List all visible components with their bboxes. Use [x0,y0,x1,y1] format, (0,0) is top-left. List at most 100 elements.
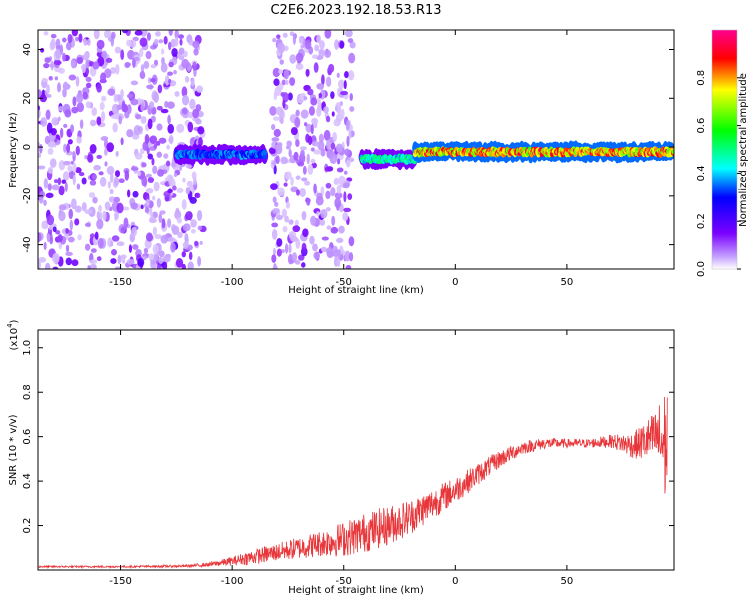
heatmap-cell [150,77,157,83]
heatmap-cell [58,185,65,196]
snr-x-label: Height of straight line (km) [288,585,424,596]
heatmap-cell [282,225,288,233]
svg-text:(x104): (x104) [6,319,20,350]
heatmap-cell [50,33,57,39]
heatmap-cell [290,235,299,242]
heatmap-cell [276,237,283,247]
heatmap-cell [101,111,106,122]
heatmap-cell [175,207,180,215]
heatmap-cell [329,153,338,165]
heatmap-cell [43,178,48,189]
heatmap-cell [278,69,284,75]
heatmap-cell [289,31,295,37]
heatmap-cell [132,244,139,250]
heatmap-cell [262,153,267,160]
heatmap-cell [345,30,353,38]
heatmap-cell [49,158,57,168]
heatmap-cell [336,249,341,260]
heatmap-cell [162,255,171,263]
heatmap-cell [301,262,306,268]
colorbar-tick-label: 0.2 [696,213,707,229]
heatmap-cell [328,63,335,73]
colorbar-frame [711,29,738,270]
colorbar-gradient [712,30,737,269]
heatmap-cell [300,44,305,49]
heatmap-cell [126,129,134,138]
heatmap-cell [318,49,325,59]
heatmap-cell [324,30,332,39]
heatmap-cell [64,109,72,118]
heatmap-cell [51,184,60,191]
heatmap-cell [40,47,45,53]
heatmap-cell [348,130,352,140]
heatmap-cell [307,164,314,176]
heatmap-cell [345,264,352,269]
heatmap-cell [318,92,323,99]
heatmap-cell [41,78,49,83]
heatmap-cell [76,56,83,64]
heatmap-cell [302,228,309,238]
heatmap-cell [339,40,345,49]
heatmap-cell [110,258,117,264]
heatmap-cell [269,106,277,116]
heatmap-cell [120,226,126,234]
colorbar: 0.0 0.2 0.4 0.6 0.8 Normalized spectral ampl… [696,29,749,277]
heatmap-cell [300,146,307,151]
y-tick-label: 0 [22,144,33,150]
heatmap-cell [102,210,107,221]
heatmap-cell [83,38,88,47]
heatmap-cell [116,241,125,247]
heatmap-cell [58,105,63,112]
heatmap-cell [182,94,190,106]
heatmap-cell [156,105,163,111]
heatmap-cell [316,211,321,217]
heatmap-cell [74,167,82,174]
heatmap-cell [306,153,310,165]
heatmap-cell [174,36,179,47]
heatmap-cell [149,211,154,217]
heatmap-cell [38,260,41,269]
heatmap-cell [39,94,47,103]
heatmap-cell [185,186,191,195]
heatmap-cell [188,251,193,261]
heatmap-cell [91,107,97,116]
heatmap-cell [72,150,76,157]
heatmap-cell [347,38,354,44]
heatmap-cell [156,123,163,131]
heatmap-cell [344,148,351,156]
heatmap-cell [147,153,153,160]
heatmap-cell [271,229,278,240]
heatmap-cell [325,182,332,189]
heatmap-cell [294,116,301,128]
heatmap-cell [57,116,61,122]
heatmap-cell [276,248,282,257]
heatmap-cell [62,88,67,98]
heatmap-cell [103,30,112,39]
heatmap-cell [67,139,73,145]
heatmap-cell [304,180,311,186]
heatmap-cell [69,219,74,231]
heatmap-cell [103,147,108,156]
heatmap-cell [171,47,178,57]
heatmap-cell [194,240,199,247]
x-tick-label: 50 [561,277,574,288]
heatmap-cell [146,84,154,90]
heatmap-cell [181,58,189,69]
x-tick-label: -50 [336,576,352,587]
heatmap-cell [157,169,165,177]
heatmap-cell [134,56,140,62]
heatmap-cell [283,68,290,80]
heatmap-cell [109,188,114,195]
heatmap-cell [288,219,294,225]
heatmap-cell [343,191,347,203]
y-tick-label: 0.6 [22,429,33,445]
heatmap-cell [290,126,298,136]
heatmap-cell [271,123,276,131]
heatmap-cell [139,148,145,155]
heatmap-cell [161,218,166,229]
heatmap-cell [166,144,170,150]
heatmap-cell [149,135,158,144]
heatmap-cell [137,170,142,177]
heatmap-cell [107,88,116,96]
heatmap-cell [338,225,345,234]
